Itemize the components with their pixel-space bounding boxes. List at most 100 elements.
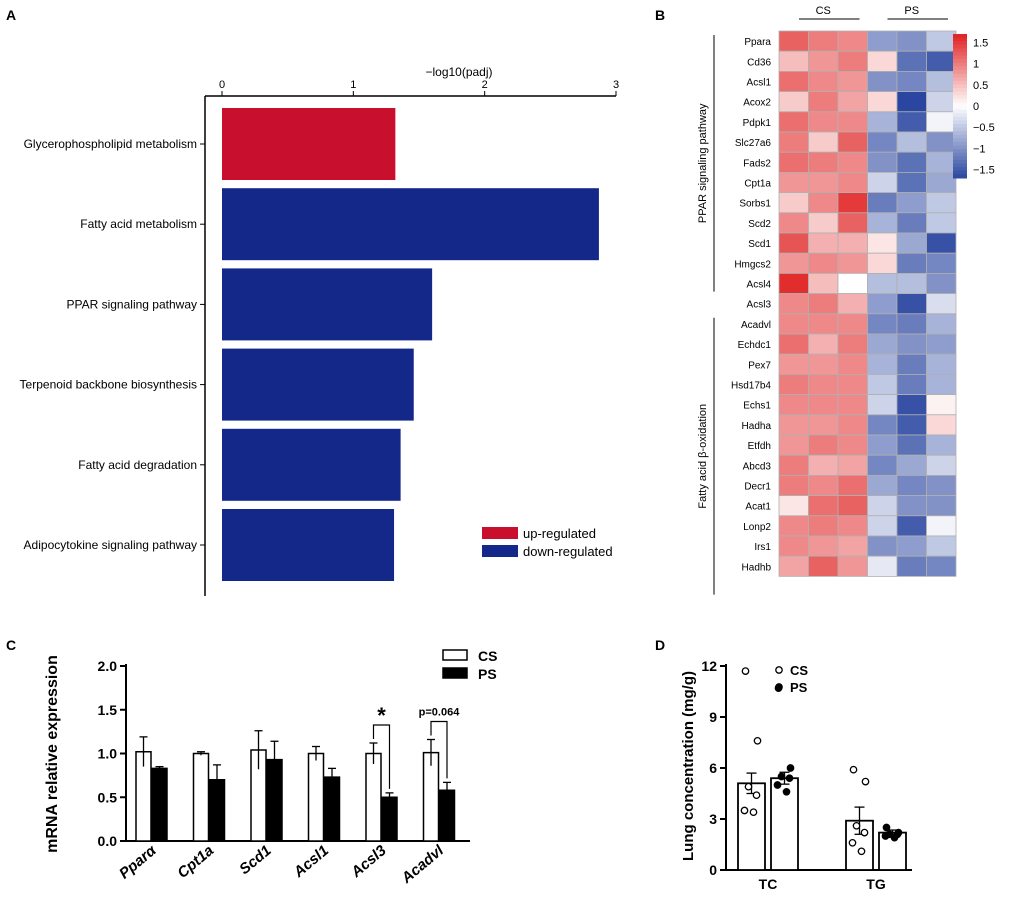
x-tick-label: 3	[613, 79, 619, 91]
heatmap-cell	[896, 151, 927, 173]
heatmap-cell	[837, 555, 868, 577]
color-scale-segment	[953, 84, 967, 89]
heatmap-cell	[896, 373, 927, 395]
significance-star: *	[377, 703, 386, 728]
category-label: PPAR signaling pathway	[66, 297, 197, 311]
heatmap-cell	[896, 434, 927, 456]
row-group-label-ppar-signaling-pathway: PPAR signaling pathway	[697, 103, 709, 223]
heatmap-cell	[867, 515, 898, 537]
heatmap-cell	[896, 50, 927, 72]
heatmap-cell	[867, 555, 898, 577]
color-scale-segment	[953, 37, 967, 42]
heatmap-cell	[778, 434, 809, 456]
heatmap-cell	[867, 434, 898, 456]
legend-label-ps: PS	[478, 666, 497, 682]
legend-swatch-cs	[442, 649, 468, 661]
color-scale-segment	[953, 48, 967, 53]
color-scale-segment	[953, 34, 967, 39]
heatmap-cell	[778, 313, 809, 335]
heatmap-cell	[778, 454, 809, 476]
heatmap-cell	[867, 414, 898, 436]
heatmap-cell	[837, 91, 868, 113]
gene-label-fads2: Fads2	[743, 158, 771, 169]
heatmap-cell	[837, 454, 868, 476]
heatmap-cell	[837, 50, 868, 72]
heatmap-cell	[867, 131, 898, 153]
heatmap-cell	[837, 293, 868, 315]
color-scale-segment	[953, 62, 967, 67]
heatmap-cell	[867, 353, 898, 375]
heatmap-cell	[867, 91, 898, 113]
color-scale-segment	[953, 44, 967, 49]
heatmap-cell	[926, 293, 957, 315]
heatmap-cell	[867, 232, 898, 254]
heatmap-cell	[837, 151, 868, 173]
color-scale-segment	[953, 41, 967, 46]
gene-label-irs1: Irs1	[754, 542, 771, 553]
heatmap-cell	[778, 373, 809, 395]
color-scale-segment	[953, 120, 967, 125]
heatmap-cell	[808, 414, 839, 436]
gene-label-cpt1a: Cpt1a	[744, 179, 771, 190]
heatmap-cell	[808, 131, 839, 153]
heatmap-cell	[778, 252, 809, 274]
heatmap-cell	[778, 171, 809, 193]
color-scale-segment	[953, 167, 967, 172]
heatmap-cell	[867, 495, 898, 517]
color-scale-segment	[953, 116, 967, 121]
heatmap-cell	[926, 30, 957, 52]
heatmap-cell	[926, 434, 957, 456]
heatmap-cell	[867, 454, 898, 476]
heatmap-cell	[867, 333, 898, 355]
color-scale-segment	[953, 109, 967, 114]
x-tick-label-ppar: Pparα	[116, 842, 160, 883]
color-scale-segment	[953, 138, 967, 143]
heatmap-cell	[808, 434, 839, 456]
heatmap-cell	[808, 333, 839, 355]
heatmap-cell	[808, 373, 839, 395]
y-tick-label: 0.0	[98, 833, 118, 849]
heatmap-cell	[837, 131, 868, 153]
color-scale-segment	[953, 102, 967, 107]
gene-label-hadhb: Hadhb	[742, 562, 772, 573]
color-scale-segment	[953, 156, 967, 161]
heatmap-cell	[808, 50, 839, 72]
heatmap-cell	[808, 71, 839, 93]
heatmap-cell	[896, 30, 927, 52]
bar-cs-tc	[737, 782, 766, 871]
heatmap-cell	[778, 111, 809, 133]
gene-label-hsd17b4: Hsd17b4	[731, 381, 771, 392]
heatmap-cell	[837, 394, 868, 416]
heatmap-cell	[867, 50, 898, 72]
gene-label-scd1: Scd1	[748, 239, 771, 250]
category-label: Fatty acid metabolism	[80, 217, 197, 231]
y-tick-label: 2.0	[98, 658, 118, 674]
data-point-cs	[852, 821, 861, 830]
bar-terpenoid-backbone-biosynthesis	[222, 348, 414, 421]
heatmap-cell	[808, 212, 839, 234]
gene-label-pex7: Pex7	[748, 360, 771, 371]
heatmap-group-label-cs: CS	[816, 5, 831, 17]
x-tick-label: 2	[482, 79, 488, 91]
data-point-ps	[777, 772, 786, 781]
x-tick-label-cpt1a: Cpt1a	[174, 842, 217, 882]
heatmap-cell	[896, 333, 927, 355]
color-scale-segment	[953, 174, 967, 179]
bar-cs-acadvl	[422, 751, 440, 842]
heatmap-cell	[926, 313, 957, 335]
heatmap-cell	[896, 555, 927, 577]
data-point-cs	[749, 808, 758, 817]
legend-swatch-up	[482, 527, 518, 539]
color-scale-segment	[953, 152, 967, 157]
heatmap-cell	[837, 333, 868, 355]
row-group-label-fatty-acid-oxidation: Fatty acid β-oxidation	[697, 404, 709, 509]
x-tick-label-scd1: Scd1	[236, 842, 274, 878]
heatmap-cell	[926, 414, 957, 436]
heatmap-cell	[926, 71, 957, 93]
data-point-ps	[785, 774, 794, 783]
heatmap-cell	[867, 252, 898, 274]
x-tick-label: 0	[219, 79, 225, 91]
heatmap-cell	[867, 71, 898, 93]
heatmap-cell	[837, 434, 868, 456]
